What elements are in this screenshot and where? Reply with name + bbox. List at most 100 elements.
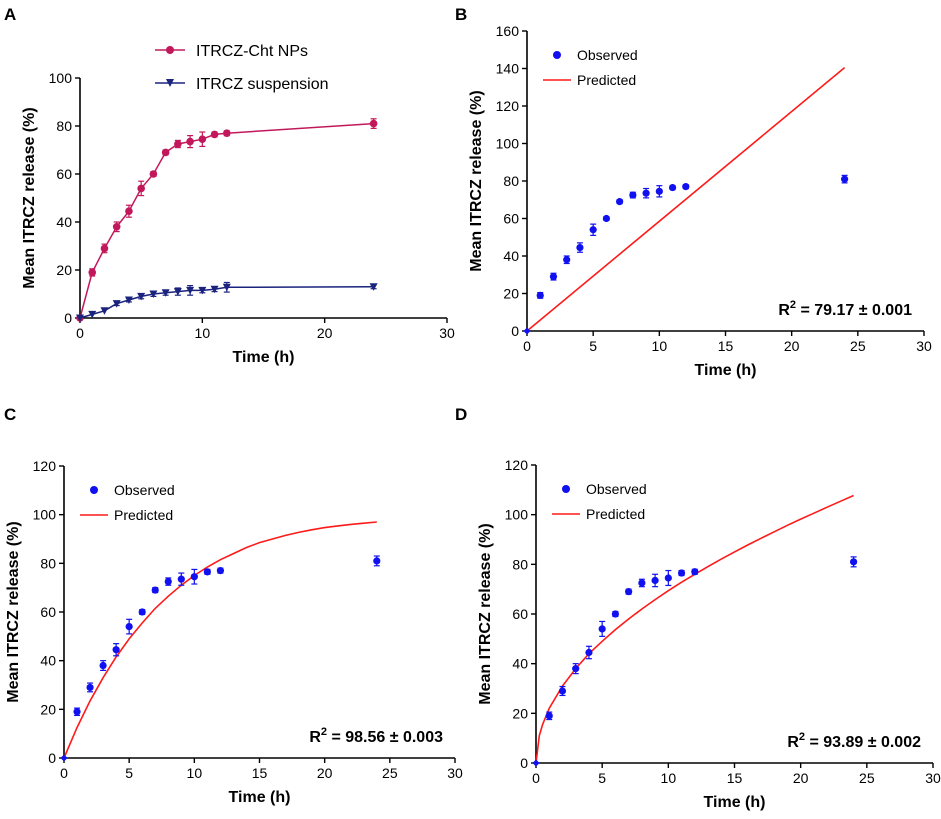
data-point [549, 273, 558, 281]
x-tick-label: 15 [727, 770, 743, 786]
data-point [373, 557, 381, 565]
x-tick-label: 0 [60, 765, 68, 781]
data-point [186, 286, 195, 295]
y-tick-label: 40 [56, 214, 72, 230]
y-tick-label: 60 [503, 211, 519, 227]
r-squared-base: R [778, 302, 790, 319]
data-point [73, 708, 81, 716]
data-point [589, 226, 597, 234]
data-point [545, 712, 553, 720]
series-observed [523, 174, 849, 335]
data-point [651, 576, 659, 585]
data-point [602, 214, 611, 223]
x-tick-label: 15 [718, 338, 734, 354]
y-tick-label: 120 [505, 457, 529, 473]
data-point [629, 191, 637, 199]
x-tick-label: 0 [532, 770, 540, 786]
r-squared-value: = 98.56 ± 0.003 [327, 729, 443, 746]
x-tick-label: 0 [76, 325, 84, 341]
y-axis-title: Mean ITRCZ release (%) [468, 90, 485, 271]
data-point [198, 286, 207, 295]
r-squared-superscript: 2 [790, 299, 796, 311]
predicted-curve [526, 66, 846, 332]
data-point [138, 608, 146, 616]
x-tick-label: 10 [187, 765, 203, 781]
legend: Observed Predicted [552, 481, 647, 522]
legend: ITRCZ-Cht NPs ITRCZ suspension [155, 43, 329, 93]
data-point [691, 568, 699, 576]
y-tick-label: 80 [40, 555, 56, 571]
data-point [585, 648, 593, 657]
r-squared-value: = 79.17 ± 0.001 [796, 302, 912, 319]
y-tick-label: 20 [56, 262, 72, 278]
y-tick-label: 60 [512, 606, 528, 622]
data-point [125, 623, 133, 631]
data-point [841, 175, 849, 183]
data-point [558, 687, 567, 695]
x-tick-label: 20 [784, 338, 800, 354]
x-tick-label: 20 [317, 325, 333, 341]
data-point [186, 137, 194, 146]
data-point [369, 283, 378, 291]
x-tick-label: 25 [382, 765, 398, 781]
x-axis-title: Time (h) [233, 349, 295, 366]
data-point [598, 625, 606, 633]
legend-label: ITRCZ-Cht NPs [196, 43, 308, 60]
y-tick-label: 60 [56, 166, 72, 182]
legend-label: Observed [114, 482, 175, 498]
y-tick-label: 20 [40, 701, 56, 717]
data-point [164, 577, 172, 586]
legend-marker [166, 79, 174, 87]
series-predicted [63, 521, 377, 759]
y-tick-label: 120 [496, 98, 520, 114]
y-tick-label: 160 [496, 23, 520, 39]
series-predicted [526, 66, 846, 332]
legend-label: Predicted [586, 506, 645, 522]
y-tick-label: 40 [40, 653, 56, 669]
data-point [88, 268, 97, 277]
x-tick-label: 30 [439, 325, 455, 341]
x-tick-label: 5 [598, 770, 606, 786]
data-point [112, 223, 121, 231]
data-point [76, 314, 84, 322]
data-point [563, 256, 571, 264]
panel-label: D [455, 405, 467, 424]
data-point [198, 135, 207, 143]
x-tick-label: 25 [850, 338, 866, 354]
data-point [100, 244, 109, 253]
data-point [572, 665, 580, 673]
data-point [616, 198, 624, 206]
data-point [137, 292, 146, 301]
data-point [576, 243, 584, 252]
y-tick-label: 0 [511, 323, 519, 339]
y-tick-label: 0 [520, 755, 528, 771]
data-point [216, 567, 224, 575]
x-tick-label: 30 [925, 770, 941, 786]
x-tick-label: 30 [916, 338, 932, 354]
data-point [222, 283, 231, 292]
x-axis-title: Time (h) [695, 362, 757, 379]
data-point [664, 574, 672, 582]
y-tick-label: 100 [505, 507, 529, 523]
data-point [369, 119, 378, 128]
data-point [174, 140, 182, 148]
legend-label: Observed [586, 481, 647, 497]
y-axis-title: Mean ITRCZ release (%) [477, 523, 494, 704]
legend-label: Observed [577, 47, 638, 63]
y-tick-label: 40 [512, 656, 528, 672]
data-point [611, 610, 620, 618]
legend-marker [553, 51, 561, 59]
x-tick-label: 0 [523, 338, 531, 354]
y-axis-title: Mean ITRCZ release (%) [5, 521, 22, 702]
data-point [112, 300, 121, 308]
x-tick-label: 15 [252, 765, 268, 781]
panel-label: B [455, 5, 467, 24]
x-tick-label: 20 [793, 770, 809, 786]
data-point [210, 285, 219, 294]
data-point [677, 569, 686, 577]
data-point [161, 289, 170, 297]
data-point [655, 187, 663, 195]
y-tick-label: 80 [56, 118, 72, 134]
y-axis-title: Mean ITRCZ release (%) [21, 107, 38, 288]
chart-panel-b: B 0 5 10 15 20 25 30 0 20 40 60 80 100 120 140 160 Time (… [455, 5, 932, 379]
